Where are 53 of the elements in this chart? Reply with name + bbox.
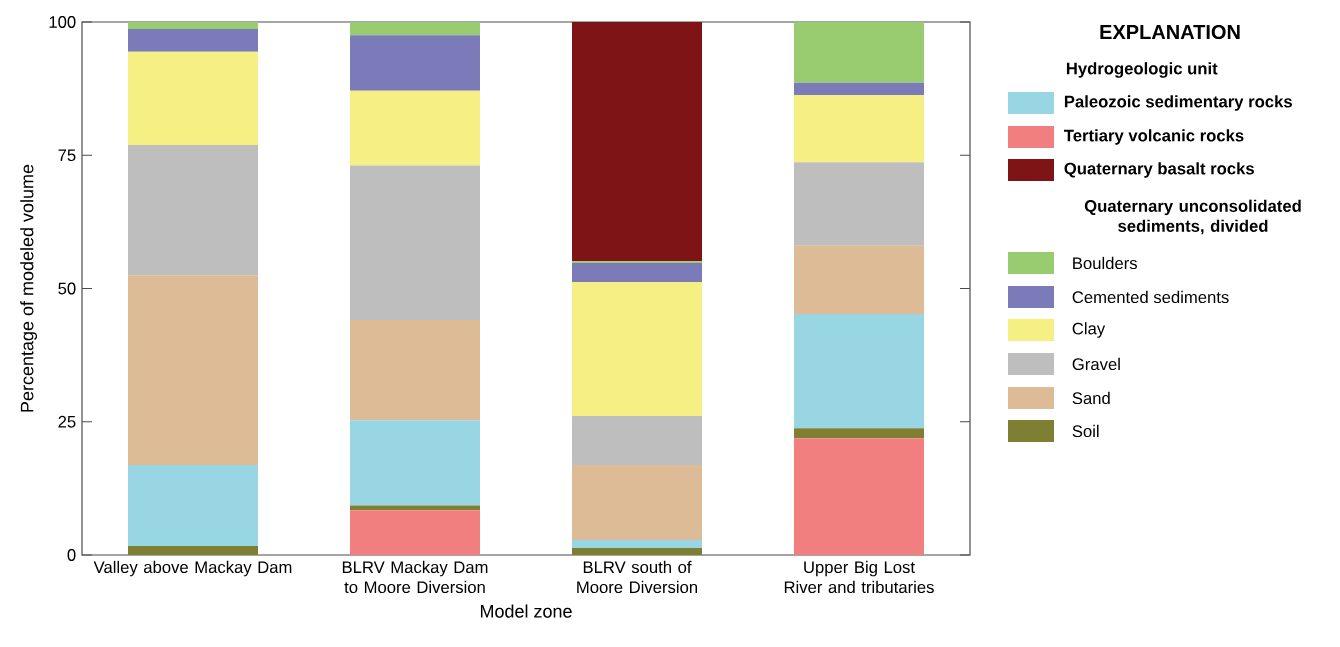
text: Quaternary unconsolidated sediments, divided [1084, 199, 1301, 235]
y-tick-label: 100 [49, 16, 76, 28]
bar [350, 319, 480, 421]
bar [794, 82, 924, 96]
bar [350, 35, 480, 91]
bar [128, 51, 258, 146]
y-tick-label: 75 [58, 149, 76, 162]
bar [350, 90, 480, 166]
y-tick-label: 50 [58, 282, 76, 295]
legend-title: EXPLANATION [1100, 24, 1240, 40]
x-axis-title: Model zone [480, 604, 572, 618]
bar [572, 22, 702, 262]
bar [350, 165, 480, 320]
bar [350, 22, 480, 36]
bar [128, 22, 258, 29]
bar [794, 22, 924, 83]
legend-label: Soil [1072, 424, 1099, 438]
bar [128, 275, 258, 465]
y-axis-title: Percentage of modeled volume [20, 164, 37, 412]
bar [350, 420, 480, 506]
bar [572, 548, 702, 555]
bar [794, 428, 924, 439]
x-tick-label: Upper Big Lost River and tributaries [784, 560, 934, 594]
legend-label: Tertiary volcanic rocks [1064, 129, 1244, 145]
bar [350, 505, 480, 511]
bar [794, 245, 924, 315]
legend-label: Gravel [1072, 357, 1120, 371]
bar [572, 415, 702, 465]
x-tick-label: BLRV Mackay Dam to Moore Diversion [342, 560, 488, 594]
x-tick-label: BLRV south of Moore Diversion [577, 560, 698, 594]
bar [128, 28, 258, 52]
bar [572, 464, 702, 541]
legend-label: Cemented sediments [1072, 290, 1229, 304]
y-tick-label: 0 [67, 549, 76, 561]
bar [794, 162, 924, 246]
legend-label: Boulders [1073, 256, 1137, 270]
bar [128, 545, 258, 555]
bar [572, 540, 702, 549]
bar [350, 510, 480, 555]
legend-label: Sand [1072, 391, 1110, 405]
legend-label: Quaternary basalt rocks [1064, 162, 1254, 178]
bar [128, 145, 258, 276]
x-tick-label: Valley above Mackay Dam [93, 560, 292, 577]
bar [794, 95, 924, 163]
bar [794, 438, 924, 555]
bar [572, 282, 702, 416]
legend-label: Paleozoic sedimentary rocks [1064, 95, 1292, 111]
y-tick-label: 25 [58, 415, 76, 428]
bar [128, 464, 258, 546]
legend-label: Clay [1072, 322, 1106, 338]
bar [572, 262, 702, 283]
bar [794, 314, 924, 429]
text: Hydrogeologic unit [1066, 62, 1218, 78]
